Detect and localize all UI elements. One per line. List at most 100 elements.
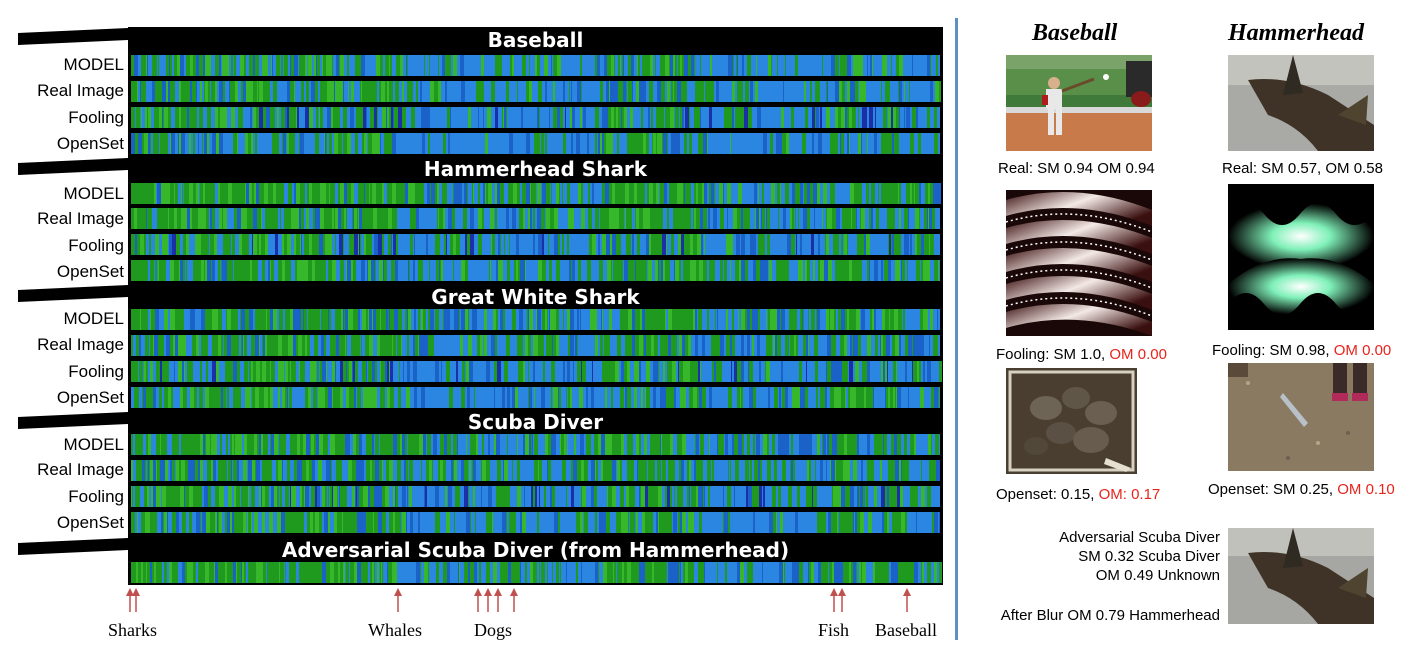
heatmap-stripe bbox=[262, 335, 263, 356]
heatmap-stripe bbox=[455, 486, 457, 507]
heatmap-stripe bbox=[620, 55, 621, 76]
heatmap-stripe bbox=[732, 309, 734, 330]
heatmap-stripe bbox=[333, 387, 336, 408]
heatmap-stripe bbox=[633, 133, 637, 154]
heatmap-stripe bbox=[915, 208, 919, 229]
heatmap-stripe bbox=[874, 434, 877, 455]
heatmap-stripe bbox=[898, 81, 899, 102]
heatmap-stripe bbox=[331, 434, 333, 455]
heatmap-stripe bbox=[656, 512, 658, 533]
heatmap-stripe bbox=[219, 81, 223, 102]
heatmap-stripe bbox=[368, 361, 372, 382]
heatmap-stripe bbox=[534, 133, 538, 154]
heatmap-stripe bbox=[215, 512, 217, 533]
heatmap-stripe bbox=[612, 434, 614, 455]
heatmap-stripe bbox=[554, 434, 556, 455]
heatmap-stripe bbox=[912, 335, 913, 356]
heatmap-stripe bbox=[886, 335, 890, 356]
heatmap-stripe bbox=[133, 562, 136, 583]
heatmap-stripe bbox=[577, 460, 581, 481]
heatmap-stripe bbox=[368, 309, 369, 330]
heatmap-stripe bbox=[400, 434, 402, 455]
heatmap-stripe bbox=[898, 183, 899, 204]
heatmap-stripe bbox=[696, 460, 698, 481]
heatmap-stripe bbox=[654, 208, 657, 229]
heatmap-stripe bbox=[655, 55, 656, 76]
heatmap-stripe bbox=[341, 434, 345, 455]
heatmap-stripe bbox=[494, 387, 495, 408]
heatmap-stripe bbox=[736, 234, 740, 255]
heatmap-stripe bbox=[255, 133, 257, 154]
heatmap-stripe bbox=[730, 133, 731, 154]
heatmap-stripe bbox=[233, 335, 235, 356]
heatmap-stripe bbox=[627, 460, 630, 481]
heatmap-stripe bbox=[614, 107, 616, 128]
heatmap-stripe bbox=[251, 361, 253, 382]
heatmap-stripe bbox=[429, 107, 430, 128]
heatmap-stripe bbox=[735, 260, 739, 281]
heatmap-stripe bbox=[307, 234, 309, 255]
heatmap-stripe bbox=[753, 434, 755, 455]
heatmap-stripe bbox=[422, 133, 425, 154]
heatmap-stripe bbox=[709, 387, 712, 408]
heatmap-stripe bbox=[416, 562, 420, 583]
heatmap-stripe bbox=[778, 335, 781, 356]
heatmap-stripe bbox=[313, 234, 316, 255]
heatmap-stripe bbox=[883, 335, 886, 356]
heatmap-stripe bbox=[385, 81, 387, 102]
heatmap-stripe bbox=[766, 361, 770, 382]
heatmap-stripe bbox=[155, 55, 157, 76]
heatmap-stripe bbox=[351, 183, 354, 204]
heatmap-stripe bbox=[144, 486, 147, 507]
heatmap-stripe bbox=[189, 512, 190, 533]
heatmap-stripe bbox=[266, 107, 270, 128]
heatmap-stripe bbox=[228, 486, 231, 507]
heatmap-stripe bbox=[156, 562, 159, 583]
heatmap-stripe bbox=[306, 387, 308, 408]
heatmap-stripe bbox=[661, 434, 662, 455]
heatmap-stripe bbox=[702, 183, 704, 204]
heatmap-stripe bbox=[891, 234, 892, 255]
heatmap-stripe bbox=[832, 434, 834, 455]
heatmap-stripe bbox=[695, 309, 697, 330]
heatmap-stripe bbox=[473, 460, 476, 481]
heatmap-stripe bbox=[472, 183, 473, 204]
heatmap-stripe bbox=[632, 81, 633, 102]
heatmap-stripe bbox=[837, 434, 838, 455]
heatmap-stripe bbox=[489, 460, 490, 481]
heatmap-stripe bbox=[669, 55, 670, 76]
heatmap-stripe bbox=[621, 361, 624, 382]
heatmap-stripe bbox=[506, 81, 509, 102]
heatmap-stripe bbox=[224, 183, 227, 204]
heatmap-stripe bbox=[245, 562, 246, 583]
heatmap-stripe bbox=[395, 260, 398, 281]
heatmap-stripe bbox=[659, 208, 663, 229]
heatmap-stripe bbox=[910, 234, 912, 255]
heatmap-stripe bbox=[642, 55, 646, 76]
heatmap-stripe bbox=[195, 234, 198, 255]
heatmap-stripe bbox=[573, 361, 574, 382]
heatmap-stripe bbox=[252, 81, 253, 102]
heatmap-stripe bbox=[240, 55, 244, 76]
heatmap-stripe bbox=[904, 107, 905, 128]
heatmap-stripe bbox=[374, 512, 378, 533]
heatmap-stripe bbox=[241, 335, 242, 356]
heatmap-stripe bbox=[506, 512, 507, 533]
heatmap-stripe bbox=[257, 208, 261, 229]
heatmap-stripe bbox=[193, 55, 195, 76]
heatmap-stripe bbox=[896, 361, 897, 382]
heatmap-stripe bbox=[451, 460, 453, 481]
heatmap-stripe bbox=[853, 512, 854, 533]
heatmap-stripe bbox=[688, 486, 689, 507]
heatmap-stripe bbox=[351, 81, 354, 102]
heatmap-stripe bbox=[764, 260, 768, 281]
heatmap-stripe bbox=[170, 55, 172, 76]
heatmap-stripe bbox=[268, 460, 272, 481]
heatmap-stripe bbox=[630, 107, 633, 128]
heatmap-stripe bbox=[349, 512, 351, 533]
heatmap-stripe bbox=[914, 562, 918, 583]
heatmap-stripe bbox=[458, 183, 462, 204]
heatmap-stripe bbox=[618, 234, 621, 255]
heatmap-stripe bbox=[544, 183, 546, 204]
heatmap-stripe bbox=[883, 434, 884, 455]
